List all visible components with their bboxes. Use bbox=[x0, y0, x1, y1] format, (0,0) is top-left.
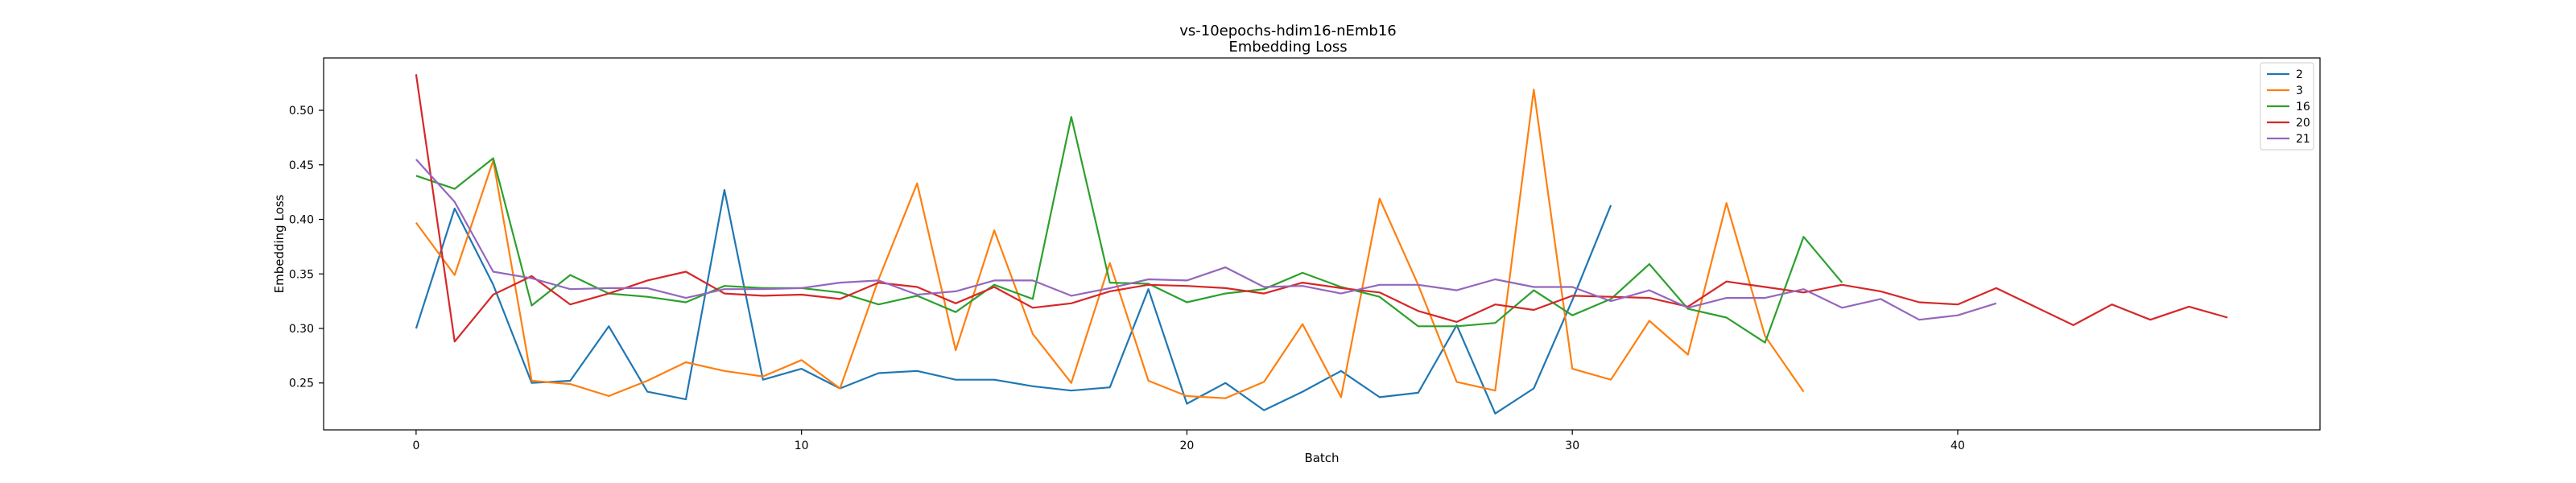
plot-lines bbox=[415, 74, 2228, 415]
legend-label-21: 21 bbox=[2296, 133, 2310, 146]
x-tick-label: 10 bbox=[795, 440, 809, 452]
x-axis: 0 10 20 30 40 bbox=[412, 430, 1965, 452]
series-line-2 bbox=[415, 188, 1612, 415]
legend: 2 3 16 20 21 bbox=[2260, 62, 2314, 151]
legend-label-3: 3 bbox=[2296, 85, 2303, 97]
y-tick-label: 0.40 bbox=[289, 214, 314, 227]
y-axis-label: Embedding Loss bbox=[272, 194, 287, 293]
x-tick-label: 0 bbox=[412, 440, 419, 452]
x-tick-label: 40 bbox=[1951, 440, 1965, 452]
x-axis-label: Batch bbox=[1304, 451, 1339, 465]
x-tick-label: 30 bbox=[1565, 440, 1579, 452]
y-tick-label: 0.30 bbox=[289, 323, 314, 336]
legend-label-20: 20 bbox=[2296, 117, 2310, 130]
y-tick-label: 0.25 bbox=[289, 378, 314, 390]
y-axis: 0.25 0.30 0.35 0.40 0.45 0.50 bbox=[289, 105, 324, 390]
series-line-21 bbox=[415, 159, 1997, 321]
chart-subtitle: Embedding Loss bbox=[1228, 39, 1347, 56]
chart-title: vs-10epochs-hdim16-nEmb16 bbox=[1179, 23, 1397, 39]
y-tick-label: 0.50 bbox=[289, 105, 314, 118]
plot-frame bbox=[323, 57, 2321, 431]
y-tick-label: 0.45 bbox=[289, 159, 314, 172]
y-tick-label: 0.35 bbox=[289, 268, 314, 281]
legend-label-16: 16 bbox=[2296, 101, 2310, 114]
x-tick-label: 20 bbox=[1180, 440, 1195, 452]
series-line-16 bbox=[415, 116, 1843, 344]
legend-label-2: 2 bbox=[2296, 68, 2303, 81]
series-line-3 bbox=[415, 89, 1805, 399]
